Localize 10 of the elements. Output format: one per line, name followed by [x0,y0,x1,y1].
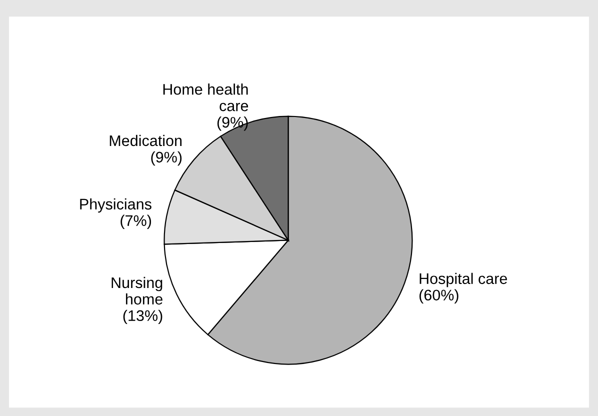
data-label: (60%) [419,289,458,304]
slice-label: Hospital care [420,272,508,288]
data-label: (13%) [123,310,162,324]
slice-label: Physicians [80,198,152,213]
slice-label: Home health care [163,84,248,112]
slice-label: Medication [110,134,182,146]
slice-label: Nursing home [112,276,162,305]
data-label: (9%) [217,116,248,131]
data-label: (9%) [151,151,182,166]
data-label: (7%) [120,214,152,230]
